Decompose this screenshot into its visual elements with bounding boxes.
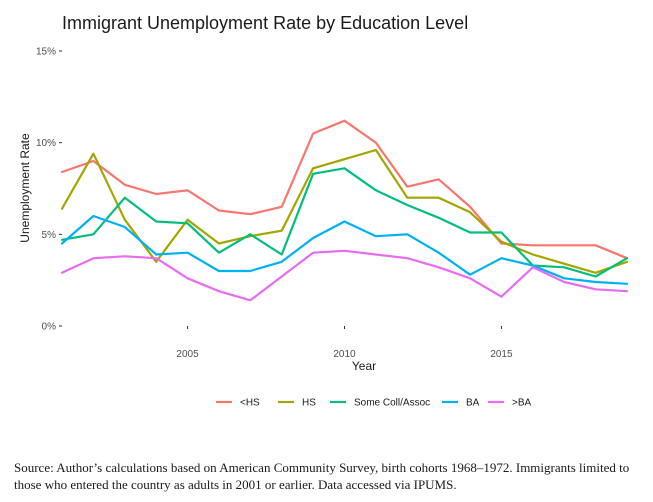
legend-label-1: HS <box>302 398 316 409</box>
legend-label-0: <HS <box>240 398 260 409</box>
x-tick-label: 2010 <box>333 349 356 360</box>
legend-label-3: BA <box>466 398 480 409</box>
series-line-1 <box>60 148 629 274</box>
y-axis-title: Unemployment Rate <box>18 133 32 243</box>
legend: <HS HS Some Coll/Assoc BA >BA <box>216 398 532 409</box>
legend-label-2: Some Coll/Assoc <box>354 398 430 409</box>
chart-title: Immigrant Unemployment Rate by Education… <box>62 13 468 33</box>
source-note: Source: Author’s calculations based on A… <box>14 460 630 492</box>
x-axis-title: Year <box>352 359 376 373</box>
y-tick-label: 15% <box>36 47 56 58</box>
y-tick-label: 10% <box>36 138 56 149</box>
series-line-0 <box>60 119 629 260</box>
legend-label-4: >BA <box>512 398 532 409</box>
series-line-3 <box>60 214 629 285</box>
series-line-4 <box>60 249 629 302</box>
x-tick-label: 2005 <box>176 349 199 360</box>
y-tick-label: 5% <box>42 230 57 241</box>
plot-area <box>60 119 629 302</box>
axes: 0% 5% 10% 15% 2005 2010 2015 <box>36 47 513 361</box>
x-tick-label: 2015 <box>490 349 513 360</box>
y-tick-label: 0% <box>42 322 57 333</box>
